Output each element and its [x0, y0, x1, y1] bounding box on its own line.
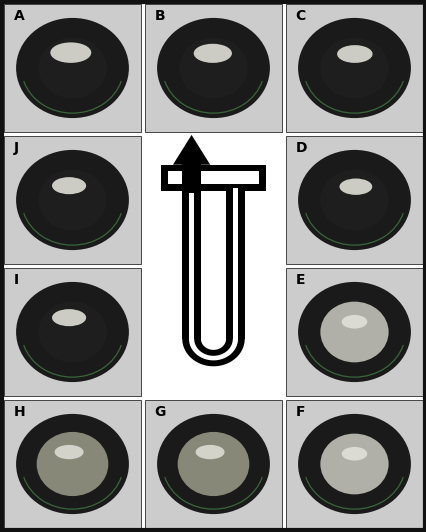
Ellipse shape	[52, 177, 86, 194]
Polygon shape	[173, 135, 210, 165]
Bar	[285, 268, 422, 396]
Text: F: F	[295, 405, 304, 419]
Ellipse shape	[157, 18, 269, 118]
Ellipse shape	[16, 414, 129, 514]
Ellipse shape	[52, 309, 86, 326]
Ellipse shape	[16, 150, 129, 250]
Ellipse shape	[179, 38, 247, 98]
Bar	[232, 188, 237, 339]
Bar	[161, 165, 265, 191]
Bar	[226, 188, 244, 339]
Bar	[145, 400, 281, 528]
Bar	[4, 4, 141, 132]
Polygon shape	[182, 339, 244, 367]
Text: D: D	[295, 141, 306, 155]
Ellipse shape	[177, 432, 249, 496]
Text: G: G	[154, 405, 166, 419]
Text: E: E	[295, 273, 304, 287]
Text: I: I	[14, 273, 19, 287]
Bar	[285, 400, 422, 528]
Ellipse shape	[297, 150, 410, 250]
Bar	[182, 164, 200, 193]
Ellipse shape	[37, 432, 108, 496]
Bar	[168, 171, 258, 184]
Ellipse shape	[38, 170, 106, 230]
Bar	[189, 188, 194, 339]
Bar	[285, 136, 422, 264]
Text: J: J	[14, 141, 19, 155]
Bar	[145, 4, 281, 132]
Text: H: H	[14, 405, 25, 419]
Ellipse shape	[297, 414, 410, 514]
Ellipse shape	[336, 45, 372, 63]
Text: B: B	[154, 9, 165, 23]
Ellipse shape	[16, 18, 129, 118]
Ellipse shape	[16, 282, 129, 382]
Ellipse shape	[320, 302, 388, 362]
Ellipse shape	[195, 445, 224, 459]
Ellipse shape	[341, 315, 366, 329]
Bar	[4, 400, 141, 528]
Ellipse shape	[320, 170, 388, 230]
Ellipse shape	[339, 179, 371, 195]
Bar	[182, 188, 200, 339]
Text: A: A	[14, 9, 24, 23]
Ellipse shape	[320, 38, 388, 98]
Ellipse shape	[38, 302, 106, 362]
Ellipse shape	[320, 434, 388, 494]
Text: C: C	[295, 9, 305, 23]
Bar	[4, 268, 141, 396]
Ellipse shape	[341, 447, 366, 461]
Polygon shape	[189, 339, 237, 360]
Ellipse shape	[193, 44, 231, 63]
Ellipse shape	[55, 445, 83, 459]
Ellipse shape	[297, 282, 410, 382]
Ellipse shape	[157, 414, 269, 514]
Ellipse shape	[297, 18, 410, 118]
Ellipse shape	[50, 43, 91, 63]
Bar	[145, 136, 281, 396]
Bar	[285, 4, 422, 132]
Ellipse shape	[38, 38, 106, 98]
Bar	[4, 136, 141, 264]
